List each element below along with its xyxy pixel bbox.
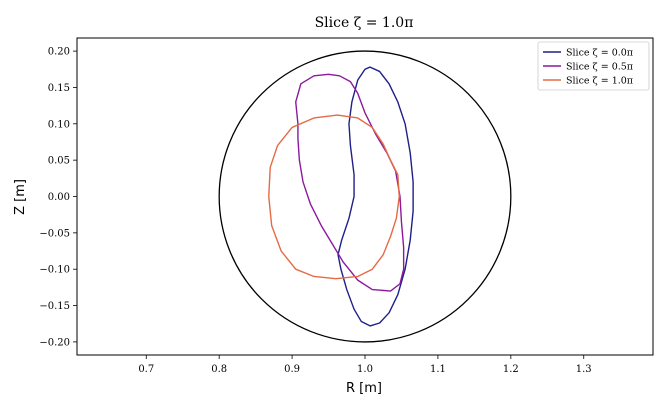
x-tick-label: 1.2 <box>503 364 519 375</box>
legend-label-0: Slice ζ = 0.0π <box>566 48 633 59</box>
legend-box <box>537 41 650 91</box>
y-tick-label: 0.15 <box>48 83 70 94</box>
boundary-circle <box>218 50 512 343</box>
y-tick-label: −0.05 <box>39 228 70 239</box>
legend-label-2: Slice ζ = 1.0π <box>566 76 633 87</box>
y-tick-label: 0.10 <box>48 119 70 130</box>
series-line-2 <box>268 114 400 280</box>
y-tick-label: −0.10 <box>39 265 70 276</box>
x-tick-label: 0.7 <box>138 364 154 375</box>
y-tick-label: 0.00 <box>48 192 70 203</box>
x-tick-label: 0.8 <box>211 364 227 375</box>
series-line-0 <box>337 66 414 327</box>
y-tick-label: 0.05 <box>48 156 70 167</box>
y-axis-label: Z [m] <box>13 179 28 215</box>
x-tick-label: 1.0 <box>357 364 373 375</box>
legend-label-1: Slice ζ = 0.5π <box>566 62 633 73</box>
plot-area <box>218 50 512 343</box>
x-tick-label: 1.1 <box>430 364 446 375</box>
y-tick-label: −0.20 <box>39 337 70 348</box>
x-axis-label: R [m] <box>346 381 382 396</box>
chart-title: Slice ζ = 1.0π <box>315 15 414 31</box>
y-tick-label: 0.20 <box>48 47 70 58</box>
x-axis: 0.7 0.8 0.9 1.0 1.1 1.2 1.3 <box>138 355 592 375</box>
series-line-1 <box>295 73 405 292</box>
x-tick-label: 0.9 <box>284 364 300 375</box>
legend: Slice ζ = 0.0π Slice ζ = 0.5π Slice ζ = 1.… <box>537 41 650 91</box>
y-axis: 0.20 0.15 0.10 0.05 0.00 −0.05 −0.10 −0.15 −0.20 <box>39 47 77 348</box>
y-tick-label: −0.15 <box>39 301 70 312</box>
x-tick-label: 1.3 <box>576 364 592 375</box>
